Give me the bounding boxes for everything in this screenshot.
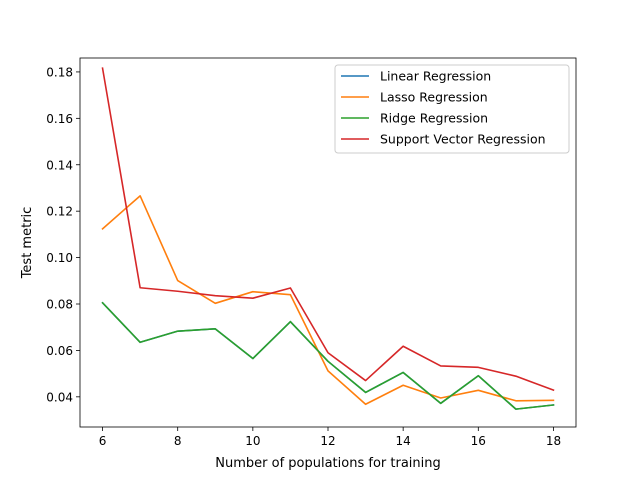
- legend-label-3: Support Vector Regression: [380, 132, 546, 147]
- legend-label-0: Linear Regression: [380, 69, 491, 84]
- x-tick-label: 12: [320, 434, 335, 448]
- y-tick-label: 0.14: [46, 158, 73, 172]
- x-axis-label: Number of populations for training: [215, 456, 440, 471]
- y-tick-label: 0.12: [46, 205, 73, 219]
- x-axis-ticks: 6 8 10 12 14 16 18: [99, 427, 561, 448]
- legend-frame: [334, 64, 570, 154]
- y-tick-label: 0.10: [46, 251, 73, 265]
- series-line-2: [101, 301, 555, 410]
- y-axis-ticks: 0.04 0.06 0.08 0.10 0.12 0.14 0.16 0.18: [46, 65, 80, 404]
- x-tick-label: 8: [174, 434, 182, 448]
- series-line-3: [101, 67, 555, 392]
- series-line-1: [101, 195, 555, 406]
- y-tick-label: 0.04: [46, 390, 73, 404]
- legend-label-2: Ridge Regression: [380, 111, 488, 126]
- y-tick-label: 0.06: [46, 344, 73, 358]
- series-layer: [101, 67, 555, 410]
- y-tick-label: 0.16: [46, 112, 73, 126]
- x-tick-label: 6: [99, 434, 107, 448]
- x-tick-label: 18: [546, 434, 561, 448]
- legend-label-1: Lasso Regression: [380, 90, 488, 105]
- y-tick-label: 0.18: [46, 65, 73, 79]
- x-tick-label: 14: [396, 434, 411, 448]
- legend: Linear Regression Lasso Regression Ridge R…: [334, 64, 570, 154]
- x-tick-label: 16: [471, 434, 486, 448]
- y-tick-label: 0.08: [46, 298, 73, 312]
- y-axis-label: Test metric: [20, 207, 35, 280]
- x-tick-label: 10: [245, 434, 260, 448]
